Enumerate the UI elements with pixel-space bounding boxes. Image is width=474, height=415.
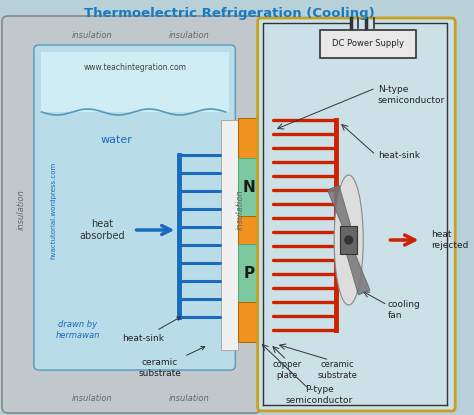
Text: insulation: insulation (168, 30, 209, 39)
Text: insulation: insulation (236, 190, 245, 230)
Text: heat
absorbed: heat absorbed (79, 219, 125, 241)
Circle shape (345, 236, 353, 244)
Bar (260, 118, 273, 342)
Ellipse shape (334, 175, 363, 305)
FancyBboxPatch shape (34, 45, 236, 370)
Text: ceramic
substrate: ceramic substrate (138, 347, 205, 378)
Text: www.teachintegration.com: www.teachintegration.com (84, 63, 187, 73)
Text: insulation: insulation (17, 190, 26, 230)
Bar (221, 120, 238, 350)
Text: P: P (243, 266, 255, 281)
Text: water: water (100, 135, 132, 145)
Bar (238, 216, 260, 244)
Text: insulation: insulation (168, 393, 209, 403)
Text: insulation: insulation (72, 393, 112, 403)
Bar (238, 302, 260, 342)
Text: insulation: insulation (72, 30, 112, 39)
Text: P-type
semiconductor: P-type semiconductor (286, 385, 353, 405)
Text: N: N (243, 180, 255, 195)
Text: hvactutorial.wordpress.com: hvactutorial.wordpress.com (50, 161, 56, 259)
Polygon shape (328, 185, 351, 230)
Bar (340, 226, 357, 254)
Text: drawn by
hermawan: drawn by hermawan (55, 320, 100, 340)
Text: ceramic
substrate: ceramic substrate (317, 360, 357, 380)
Text: Thermoelectric Refrigeration (Cooling): Thermoelectric Refrigeration (Cooling) (84, 7, 375, 20)
FancyBboxPatch shape (258, 18, 455, 411)
FancyBboxPatch shape (2, 16, 261, 413)
Bar (238, 158, 260, 216)
Polygon shape (347, 250, 370, 295)
Text: cooling
fan: cooling fan (387, 300, 420, 320)
Text: heat
rejected: heat rejected (431, 230, 468, 250)
Text: DC Power Supply: DC Power Supply (332, 39, 404, 49)
Text: copper
plate: copper plate (272, 360, 301, 380)
Text: heat-sink: heat-sink (378, 151, 420, 159)
Bar (41, 52, 228, 112)
Bar (319, 30, 417, 58)
Bar (238, 244, 260, 302)
Text: N-type
semiconductor: N-type semiconductor (378, 85, 445, 105)
Text: heat-sink: heat-sink (122, 317, 181, 342)
Bar (238, 118, 260, 158)
